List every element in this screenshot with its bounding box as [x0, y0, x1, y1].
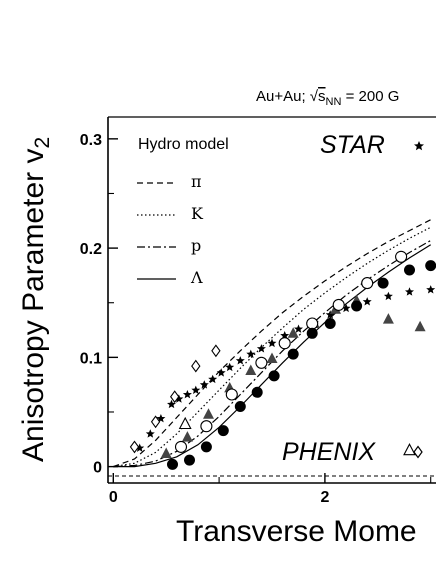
data-point-triangle-filled [160, 447, 172, 458]
data-point-triangle-filled [287, 327, 299, 338]
data-point-triangle-filled [245, 364, 257, 375]
data-point-star [267, 338, 277, 348]
data-point-triangle-filled [181, 431, 193, 442]
data-point-triangle-open [403, 443, 416, 456]
data-point-circle-filled [234, 401, 246, 412]
data-point-diamond-open [191, 359, 201, 373]
header-label: Au+Au; √sNN = 200 G [256, 88, 399, 108]
data-point-circle-open [255, 356, 268, 369]
data-point-star [362, 297, 372, 306]
x-axis-title: Transverse Mome [176, 515, 417, 548]
x-tick-label: 2 [320, 489, 329, 506]
data-point-star [426, 285, 436, 294]
data-point-circle-open [361, 277, 374, 290]
data-point-triangle-filled [382, 313, 394, 324]
data-point-diamond-open [170, 390, 180, 404]
y-tick-label: 0.3 [80, 132, 102, 149]
header-sqrt-s: s [318, 88, 326, 105]
data-point-circle-open [174, 440, 188, 453]
data-point-circle-filled [351, 300, 363, 312]
hydro-curve [113, 226, 431, 468]
data-point-star [341, 303, 351, 313]
ticks-group: 0 0.1 0.2 0.3 0 2 [80, 132, 432, 506]
phenix-legend-marker [413, 445, 423, 459]
data-point-circle-filled [200, 441, 212, 453]
data-point-star [174, 394, 184, 403]
data-point-triangle-filled [414, 320, 426, 332]
data-point-circle-filled [184, 454, 195, 466]
y-axis-title: Anisotropy Parameter v2 [17, 137, 54, 462]
data-point-diamond-open [150, 415, 161, 429]
data-point-star [325, 310, 335, 319]
star-legend-marker [414, 141, 424, 151]
data-point-circle-filled [251, 386, 263, 398]
data-point-circle-open [395, 250, 408, 263]
data-point-star [294, 324, 303, 333]
x-tick-label: 0 [109, 489, 118, 506]
data-point-circle-filled [425, 260, 436, 272]
header-sub: NN [326, 96, 342, 108]
data-point-circle-open [306, 317, 319, 330]
data-point-circle-open [278, 337, 291, 350]
data-point-star [167, 399, 176, 409]
header-sqrt-sign: √ [310, 88, 319, 105]
legend-label: K [191, 204, 204, 223]
data-point-star [383, 291, 393, 301]
y-axis-title-sub: 2 [31, 137, 54, 149]
data-point-star [405, 287, 414, 296]
data-point-star [208, 374, 218, 384]
data-point-circle-open [332, 298, 345, 311]
legend-title: Hydro model [138, 136, 229, 153]
data-point-star [246, 349, 256, 358]
y-tick-label: 0.1 [80, 350, 102, 367]
data-point-star [182, 390, 192, 399]
legend-label: π [191, 172, 202, 191]
data-point-circle-open [225, 388, 238, 401]
data-point-star [145, 429, 155, 438]
data-point-circle-open [200, 420, 213, 433]
data-point-star [225, 362, 235, 372]
data-point-star [216, 368, 226, 377]
header-energy: = 200 G [341, 88, 399, 105]
y-tick-label: 0 [93, 460, 102, 477]
data-point-triangle-filled [203, 408, 214, 419]
phenix-label: PHENIX [282, 438, 376, 466]
data-point-triangle-filled [266, 352, 278, 363]
data-points-group [129, 250, 436, 470]
data-point-star [199, 380, 209, 389]
data-point-star [235, 356, 245, 365]
data-point-star [280, 331, 290, 340]
data-point-circle-filled [324, 318, 336, 329]
data-point-star [135, 443, 145, 452]
legend-label: p [191, 236, 201, 255]
data-point-circle-filled [268, 370, 280, 382]
data-point-triangle-open [178, 416, 192, 430]
data-point-star [191, 385, 201, 394]
data-point-diamond-open [129, 440, 140, 454]
data-point-circle-filled [404, 264, 415, 276]
legend-label: Λ [190, 268, 203, 287]
data-point-diamond-open [211, 344, 221, 358]
data-point-circle-filled [306, 327, 318, 339]
data-point-circle-filled [167, 458, 178, 470]
data-point-circle-filled [217, 425, 229, 437]
star-label: STAR [320, 131, 385, 159]
data-point-circle-filled [377, 277, 389, 289]
y-tick-label: 0.2 [80, 241, 102, 258]
data-point-star [256, 344, 266, 353]
data-point-circle-filled [287, 348, 299, 360]
